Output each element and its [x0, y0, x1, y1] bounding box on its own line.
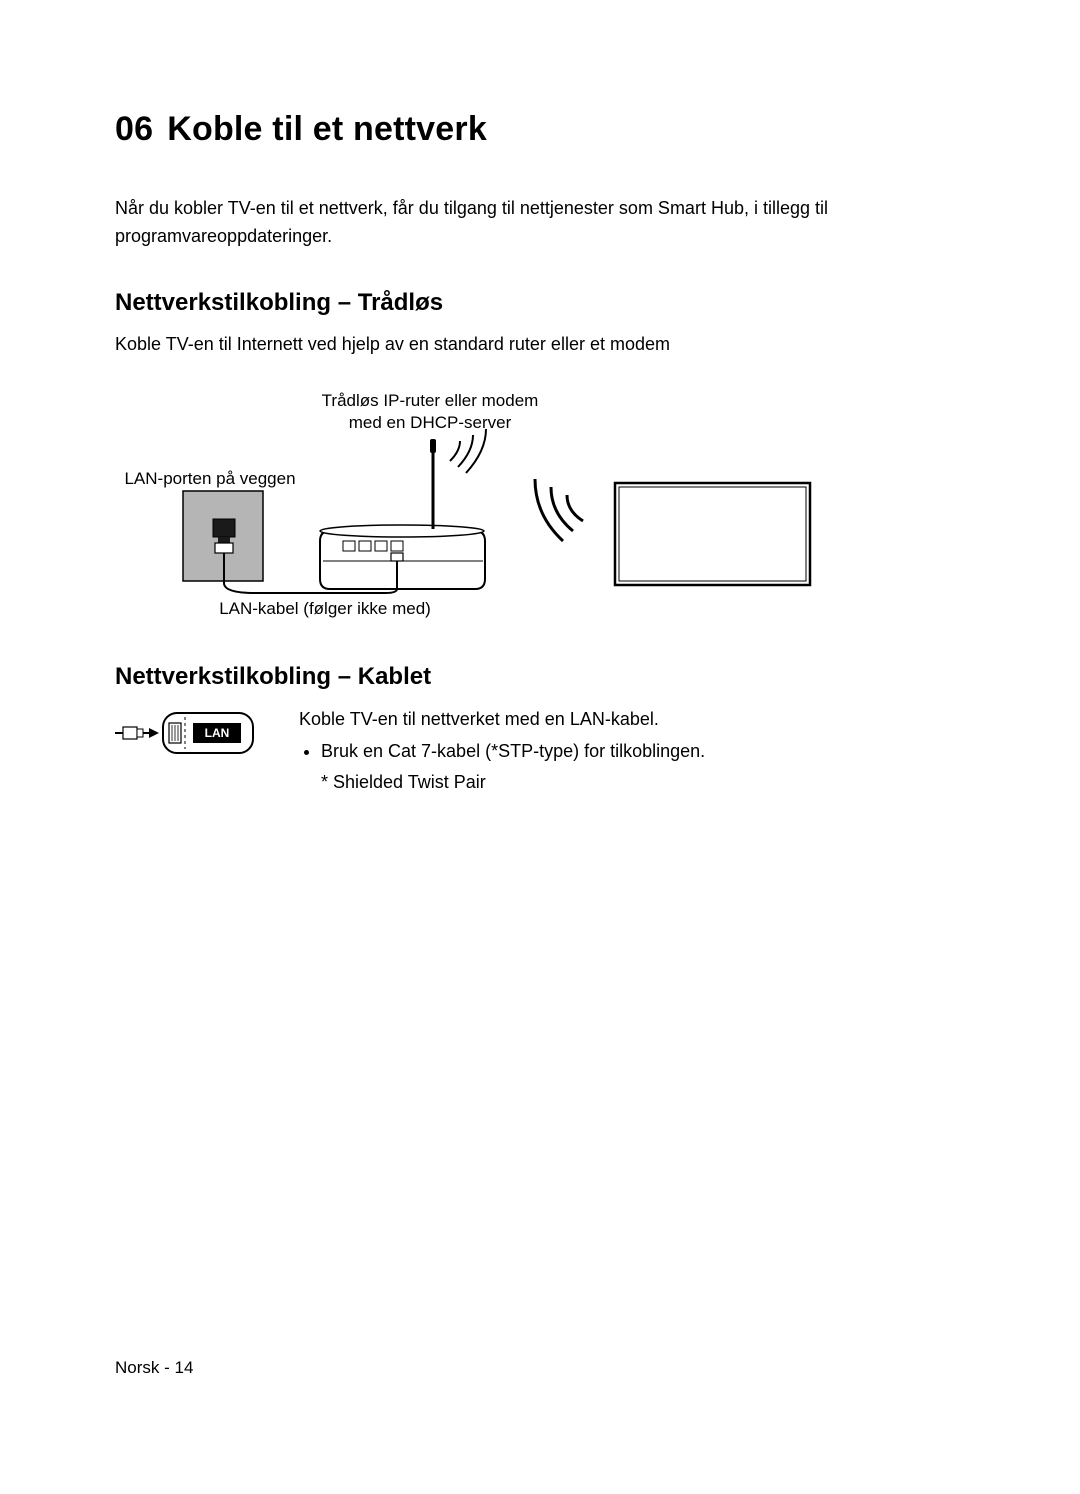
wireless-svg	[115, 391, 965, 611]
wired-note: * Shielded Twist Pair	[299, 768, 705, 797]
wireless-body: Koble TV-en til Internett ved hjelp av e…	[115, 331, 965, 359]
lan-port-panel-icon: LAN	[163, 713, 253, 753]
wired-diagram-svg: LAN	[115, 705, 275, 761]
wired-body: Koble TV-en til nettverket med en LAN-ka…	[299, 705, 705, 734]
wired-row: LAN Koble TV-en til nettverket med en LA…	[115, 705, 965, 797]
wired-text-block: Koble TV-en til nettverket med en LAN-ka…	[299, 705, 705, 797]
wall-panel-icon	[183, 491, 263, 583]
chapter-number: 06	[115, 110, 153, 149]
footer-page: 14	[175, 1358, 194, 1377]
wired-bullet-list: Bruk en Cat 7-kabel (*STP-type) for tilk…	[299, 737, 705, 766]
page: 06 Koble til et nettverk Når du kobler TV…	[0, 0, 1080, 1494]
chapter-title: Koble til et nettverk	[167, 110, 487, 148]
lan-badge-text: LAN	[205, 726, 230, 740]
footer-language: Norsk	[115, 1358, 159, 1377]
intro-paragraph: Når du kobler TV-en til et nettverk, får…	[115, 195, 965, 251]
wireless-diagram: Trådløs IP-ruter eller modem med en DHCP…	[115, 391, 965, 641]
wireless-heading: Nettverkstilkobling – Trådløs	[115, 289, 965, 317]
tv-icon	[615, 483, 810, 585]
wired-bullet: Bruk en Cat 7-kabel (*STP-type) for tilk…	[321, 737, 705, 766]
wifi-arcs-icon	[535, 479, 583, 541]
chapter-heading: 06 Koble til et nettverk	[115, 110, 965, 149]
router-icon	[320, 429, 486, 589]
wired-heading: Nettverkstilkobling – Kablet	[115, 663, 965, 691]
arrow-icon	[149, 728, 159, 738]
page-footer: Norsk - 14	[115, 1358, 193, 1378]
rj45-plug-icon	[123, 727, 143, 739]
